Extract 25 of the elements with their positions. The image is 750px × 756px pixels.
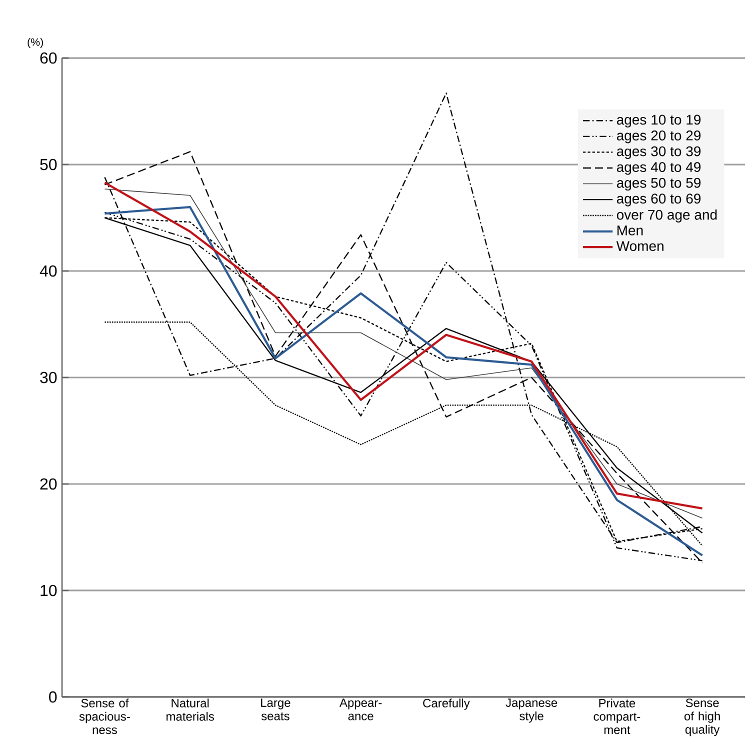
legend-label: ages 20 to 29	[616, 130, 701, 144]
legend-label: Men	[617, 226, 643, 236]
y-tick-label: 20	[40, 478, 57, 490]
y-tick-label: 40	[40, 265, 57, 277]
y-axis-title: (%)	[28, 38, 43, 48]
y-tick-label: 50	[40, 158, 57, 170]
x-tick-label: Natural materials	[166, 698, 214, 721]
x-tick-label: Private compart-ment	[594, 698, 640, 734]
legend-label: over 70 age and	[616, 209, 717, 222]
y-tick-label: 0	[49, 691, 57, 703]
x-tick-label: Carefully	[423, 698, 470, 710]
legend-label: ages 50 to 59	[616, 178, 701, 191]
legend-label: ages 10 to 19	[616, 114, 701, 128]
y-tick-label: 10	[40, 584, 57, 596]
y-tick-label: 30	[40, 372, 57, 384]
legend-label: ages 60 to 69	[616, 194, 701, 206]
x-tick-label: Sense of spacious-ness	[79, 698, 130, 734]
x-tick-label: Large seats	[261, 698, 290, 720]
legend-label: ages 30 to 39	[616, 146, 701, 159]
legend-label: ages 40 to 49	[616, 162, 701, 175]
x-tick-label: Sense of high quality	[684, 698, 720, 736]
x-tick-label: Japanese style	[506, 698, 558, 723]
x-tick-label: Appear-ance	[339, 698, 382, 720]
legend-label: Women	[616, 241, 664, 252]
y-tick-label: 60	[40, 52, 57, 64]
